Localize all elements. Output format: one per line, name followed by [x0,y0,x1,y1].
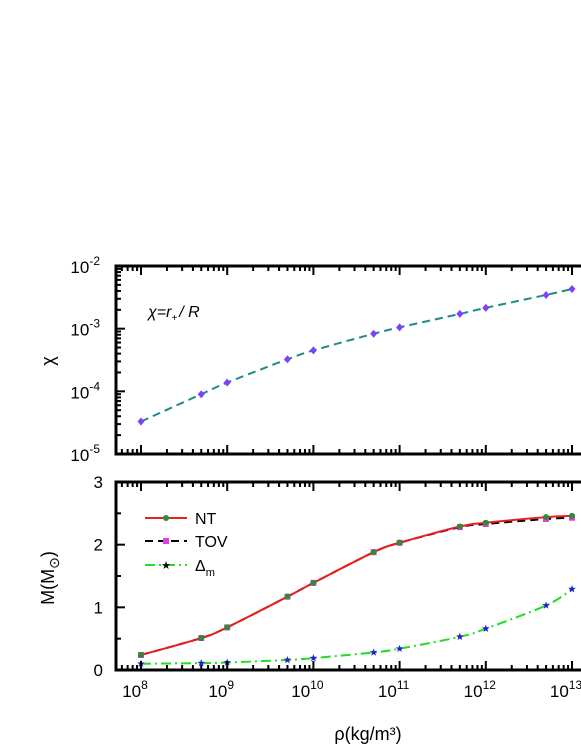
x-tick-label: 1012 [464,678,497,701]
legend: NT TOV ★ Δm [145,511,228,579]
chi-data-point [309,346,317,355]
chi-data-point [137,417,145,426]
data-point-dm [283,655,292,664]
data-point-nt [482,519,489,526]
x-tick-label: 1013 [550,678,581,701]
data-point-nt [456,523,463,530]
data-point-dm [395,644,404,652]
mass-plot-area [137,512,576,667]
chi-data-point [542,290,550,299]
chi-frame [114,264,581,456]
chi-panel: 10-5 10-4 10-3 10-2 χ χ=r+ / R [38,254,581,465]
legend-entry-nt: NT [145,511,217,528]
data-point-dm [309,654,318,662]
mass-y-tick-label: 0 [94,661,103,680]
data-point-nt [396,539,403,546]
chi-data-point [197,390,205,399]
data-point-dm [568,585,576,593]
legend-marker-nt [163,515,169,521]
mass-y-tick-labels: 0 1 2 3 [94,473,103,680]
mass-y-tick-label: 1 [94,598,103,617]
chi-series-line [140,287,573,423]
data-point-nt [224,624,231,631]
data-point-dm [542,601,550,609]
x-axis-label: ρ(kg/m³) [334,724,401,744]
data-point-dm [369,648,378,656]
series-line-δm [140,588,573,665]
chi-y-tick-label: 10-4 [70,379,100,402]
chi-data-point [568,284,576,293]
data-point-nt [138,651,144,658]
mass-y-axis-label: M(M⊙) [38,551,62,605]
data-point-nt [198,635,205,642]
data-point-nt [543,514,550,521]
legend-label-nt: NT [195,511,217,528]
chi-annotation: χ=r+ / R [146,304,200,324]
legend-entry-tov: TOV [145,534,228,551]
chi-plot-area [137,284,576,426]
legend-marker-tov [163,538,169,544]
chi-ticks [116,265,573,455]
data-point-nt [310,579,317,586]
chi-data-point [456,309,464,318]
legend-label-dm: Δm [195,558,215,579]
chi-y-tick-label: 10-2 [70,254,100,277]
mass-y-tick-label: 2 [94,536,103,555]
chi-y-axis-label: χ [38,356,58,366]
chi-data-point [283,355,291,364]
data-point-nt [284,593,291,600]
mass-panel: 0 1 2 3 108 109 1010 1011 1012 1013 M(M⊙) ρ(kg/m… [38,473,581,744]
x-tick-label: 1011 [378,678,410,701]
mass-y-tick-label: 3 [94,473,103,492]
legend-label-tov: TOV [195,534,228,551]
chi-y-tick-labels: 10-5 10-4 10-3 10-2 [70,254,100,465]
chi-data-point [223,378,231,387]
data-point-nt [569,512,575,519]
x-tick-labels: 108 109 1010 1011 1012 1013 [122,678,581,701]
chi-y-tick-label: 10-5 [70,442,100,465]
chi-data-point [396,323,404,332]
data-point-dm [482,624,490,632]
legend-entry-dm: ★ Δm [145,558,215,579]
chi-data-point [482,303,490,312]
mass-frame [114,480,581,672]
chi-data-point [370,329,378,338]
x-tick-label: 1010 [291,678,324,701]
chi-y-tick-label: 10-3 [70,317,100,340]
x-tick-label: 109 [208,678,234,701]
data-point-nt [370,549,377,556]
data-point-dm [197,659,206,667]
legend-marker-dm: ★ [161,560,171,572]
data-point-dm [456,632,464,641]
x-tick-label: 108 [122,678,148,701]
